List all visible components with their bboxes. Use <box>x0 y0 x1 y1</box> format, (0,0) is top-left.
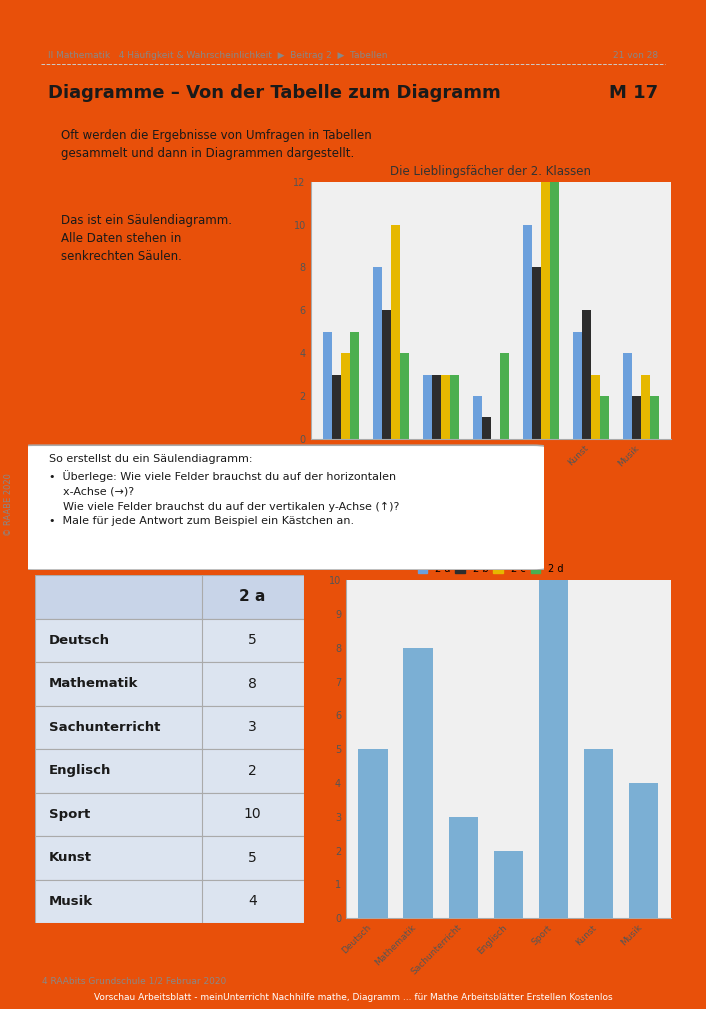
Bar <box>582 311 591 439</box>
FancyBboxPatch shape <box>35 749 304 793</box>
Text: Das ist ein Säulendiagramm.
Alle Daten stehen in
senkrechten Säulen.: Das ist ein Säulendiagramm. Alle Daten s… <box>61 214 232 262</box>
Bar <box>481 418 491 439</box>
Bar <box>632 397 641 439</box>
Text: 2 a: 2 a <box>239 589 265 604</box>
FancyBboxPatch shape <box>35 662 304 705</box>
Bar <box>584 749 614 918</box>
Bar <box>441 374 450 439</box>
Bar <box>400 353 409 439</box>
FancyBboxPatch shape <box>35 705 304 749</box>
Bar <box>473 397 481 439</box>
Text: Vorschau Arbeitsblatt - meinUnterricht Nachhilfe mathe, Diagramm ... für Mathe A: Vorschau Arbeitsblatt - meinUnterricht N… <box>94 994 612 1002</box>
FancyBboxPatch shape <box>18 445 549 570</box>
Text: Oft werden die Ergebnisse von Umfragen in Tabellen
gesammelt und dann in Diagram: Oft werden die Ergebnisse von Umfragen i… <box>61 129 371 159</box>
Bar <box>539 580 568 918</box>
FancyBboxPatch shape <box>35 793 304 836</box>
Bar <box>599 397 609 439</box>
Bar <box>431 374 441 439</box>
Bar <box>623 353 632 439</box>
Bar <box>340 353 349 439</box>
Text: Mathematik: Mathematik <box>49 677 138 690</box>
Bar <box>573 332 582 439</box>
FancyBboxPatch shape <box>35 619 304 662</box>
Text: So erstellst du ein Säulendiagramm:
•  Überlege: Wie viele Felder brauchst du au: So erstellst du ein Säulendiagramm: • Üb… <box>49 454 399 527</box>
Text: 5: 5 <box>249 634 257 648</box>
Legend: 2 a, 2 b, 2 c, 2 d: 2 a, 2 b, 2 c, 2 d <box>414 560 568 578</box>
Text: Kunst: Kunst <box>49 852 92 865</box>
Title: Die Lieblingsfächer der 2. Klassen: Die Lieblingsfächer der 2. Klassen <box>390 164 591 178</box>
Bar <box>641 374 650 439</box>
Text: Sport: Sport <box>49 808 90 821</box>
Text: 5: 5 <box>249 851 257 865</box>
Text: 2: 2 <box>249 764 257 778</box>
Bar <box>650 397 659 439</box>
FancyBboxPatch shape <box>35 880 304 923</box>
Bar <box>448 817 478 918</box>
Text: II Mathematik   4 Häufigkeit & Wahrscheinlichkeit  ▶  Beitrag 2  ▶  Tabellen: II Mathematik 4 Häufigkeit & Wahrscheinl… <box>48 51 387 60</box>
Text: 21 von 28: 21 von 28 <box>613 51 658 60</box>
Bar <box>591 374 599 439</box>
Bar <box>403 648 433 918</box>
Text: 3: 3 <box>249 720 257 735</box>
Text: 4 RAAbits Grundschule 1/2 Februar 2020: 4 RAAbits Grundschule 1/2 Februar 2020 <box>42 977 227 985</box>
Bar <box>550 182 558 439</box>
FancyBboxPatch shape <box>35 575 304 619</box>
Text: 10: 10 <box>244 807 261 821</box>
Text: 8: 8 <box>249 677 257 691</box>
Bar <box>450 374 459 439</box>
Text: Musik: Musik <box>49 895 93 908</box>
Bar <box>493 851 523 918</box>
FancyBboxPatch shape <box>35 836 304 880</box>
Text: © RAABE 2020: © RAABE 2020 <box>4 473 13 536</box>
Text: M 17: M 17 <box>609 84 658 102</box>
Bar <box>423 374 431 439</box>
Bar <box>323 332 332 439</box>
Bar <box>382 311 390 439</box>
Text: 4: 4 <box>249 894 257 908</box>
Bar <box>541 182 550 439</box>
Bar <box>532 267 541 439</box>
Bar <box>390 225 400 439</box>
Bar <box>522 225 532 439</box>
Bar <box>500 353 508 439</box>
Text: Sachunterricht: Sachunterricht <box>49 720 160 734</box>
Bar <box>373 267 382 439</box>
Bar <box>349 332 359 439</box>
Text: Englisch: Englisch <box>49 765 111 778</box>
Bar <box>629 783 658 918</box>
Bar <box>359 749 388 918</box>
Bar <box>332 374 340 439</box>
Text: Deutsch: Deutsch <box>49 634 109 647</box>
Text: Diagramme – Von der Tabelle zum Diagramm: Diagramme – Von der Tabelle zum Diagramm <box>48 84 501 102</box>
